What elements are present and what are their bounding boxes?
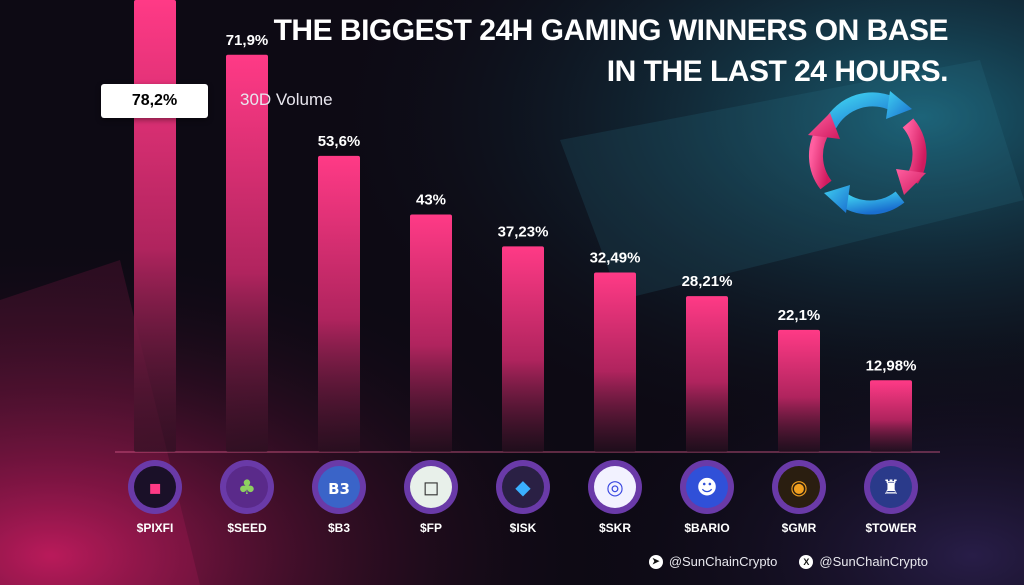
pixfi-logo-icon: ▪ [128,460,182,514]
footer: ➤ @SunChainCrypto X @SunChainCrypto [648,554,928,569]
category-label-bario: $BARIO [684,521,729,535]
svg-text:▪: ▪ [148,475,162,499]
legend-label: 30D Volume [240,90,333,109]
category-label-tower: $TOWER [865,521,916,535]
title-line-1: THE BIGGEST 24H GAMING WINNERS ON BASE [273,14,949,47]
bar-value-label-4: 37,23% [498,223,549,240]
skr-logo-icon: ◎ [588,460,642,514]
telegram-icon: ➤ [648,554,663,569]
svg-text:◎: ◎ [606,475,623,499]
b3-logo-icon: B3 [312,460,366,514]
svg-text:☻: ☻ [697,475,718,499]
bar-skr [594,272,636,452]
bar-value-label-0: 78,2% [131,92,178,109]
isk-logo-icon: ◆ [496,460,550,514]
svg-text:◆: ◆ [515,475,531,499]
bario-logo-icon: ☻ [680,460,734,514]
bar-fp [410,214,452,452]
bar-value-label-8: 12,98% [866,357,917,374]
bar-tower [870,380,912,452]
bar-value-label-7: 22,1% [778,307,821,324]
telegram-handle[interactable]: ➤ @SunChainCrypto [648,554,778,569]
bar-bario [686,296,728,452]
bar-b3 [318,155,360,452]
bar-value-label-3: 43% [416,191,446,208]
bar-value-label-6: 28,21% [682,273,733,290]
bar-value-label-1: 71,9% [226,32,269,49]
title-line-2: IN THE LAST 24 HOURS. [606,55,949,88]
gmr-logo-icon: ◉ [772,460,826,514]
fp-logo-icon: ◻ [404,460,458,514]
x-icon: X [799,554,814,569]
category-label-gmr: $GMR [782,521,817,535]
bar-value-label-5: 32,49% [590,250,641,267]
bar-value-label-2: 53,6% [318,133,361,150]
category-label-skr: $SKR [599,521,631,535]
telegram-handle-text: @SunChainCrypto [668,554,778,569]
svg-text:◉: ◉ [790,475,807,499]
category-label-pixfi: $PIXFI [137,521,174,535]
svg-text:B3: B3 [328,480,350,498]
legend-swatch-box [101,84,208,118]
tower-logo-icon: ♜ [864,460,918,514]
svg-text:♜: ♜ [882,475,900,499]
x-handle-text: @SunChainCrypto [819,554,928,569]
category-label-isk: $ISK [510,521,537,535]
chart-title: THE BIGGEST 24H GAMING WINNERS ON BASE I… [273,10,949,92]
bar-pixfi [134,0,176,452]
x-handle[interactable]: X @SunChainCrypto [799,554,928,569]
bar-seed [226,54,268,452]
cycle-arrows-icon [808,91,927,215]
svg-text:♣: ♣ [238,475,256,499]
svg-text:◻: ◻ [423,475,440,499]
category-label-seed: $SEED [227,521,267,535]
category-label-fp: $FP [420,521,442,535]
bar-gmr [778,329,820,452]
bar-isk [502,246,544,452]
legend: 78,2% [101,84,208,118]
category-label-b3: $B3 [328,521,350,535]
seed-plant-icon: ♣ [220,460,274,514]
